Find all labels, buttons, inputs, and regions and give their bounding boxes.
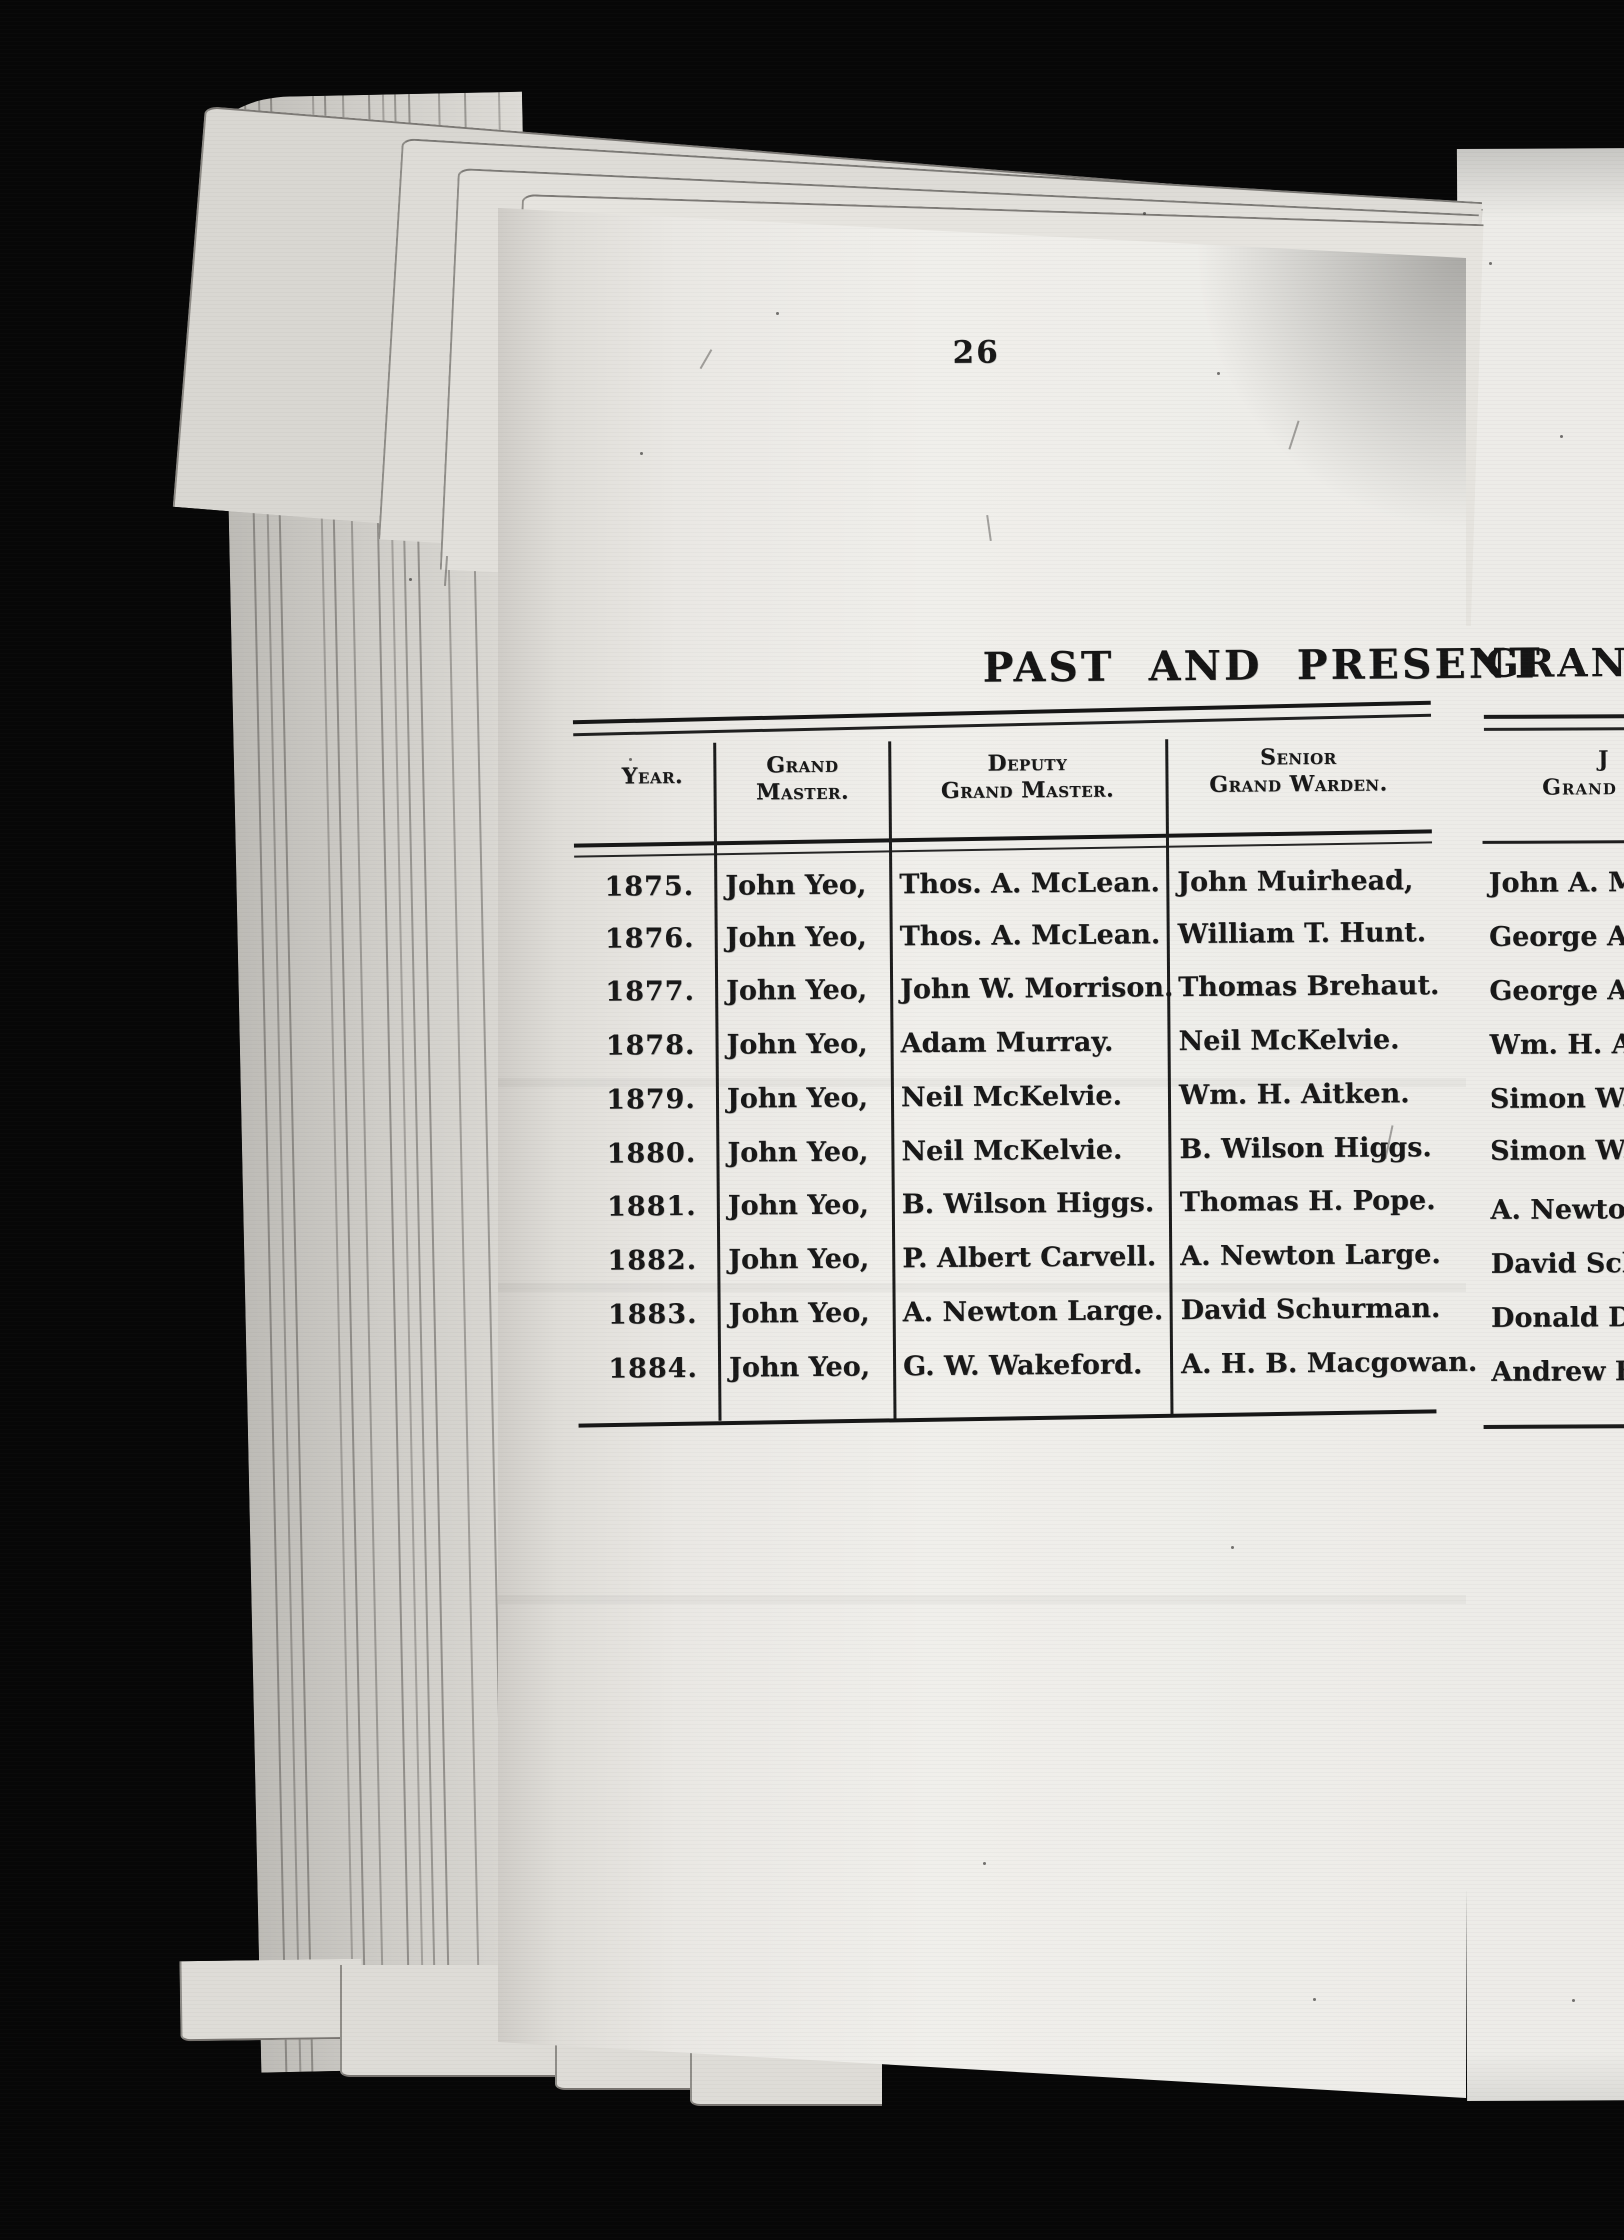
deputy-grand-master-cell: John W. Morrison. [900, 972, 1174, 1006]
senior-grand-warden-cell: John Muirhead, [1177, 865, 1414, 899]
table-row: 1875. John Yeo, Thos. A. McLean. John Mu… [0, 865, 1458, 916]
gutter-corner-shadow [1186, 210, 1466, 540]
senior-grand-warden-cell: Neil McKelvie. [1178, 1024, 1400, 1058]
grand-master-cell: John Yeo, [727, 1189, 869, 1222]
deputy-grand-master-cell: B. Wilson Higgs. [901, 1187, 1155, 1221]
column-header-year: Year. [621, 763, 684, 790]
year-cell: 1877. [605, 975, 696, 1008]
table-row: 1883. John Yeo, A. Newton Large. David S… [2, 1293, 1462, 1344]
scan-speck [1231, 1546, 1234, 1549]
scan-speck [983, 1862, 986, 1865]
deputy-grand-master-cell: Adam Murray. [900, 1026, 1114, 1060]
grand-master-cell: John Yeo, [726, 1028, 868, 1061]
year-cell: 1881. [606, 1190, 697, 1223]
column-header-deputy-grand-master: Deputy Grand Master. [940, 749, 1115, 804]
deputy-grand-master-cell: P. Albert Carvell. [902, 1241, 1157, 1275]
scan-speck [1143, 212, 1146, 215]
grand-master-cell: John Yeo, [728, 1351, 871, 1384]
year-cell: 1884. [608, 1352, 698, 1385]
grand-master-cell: John Yeo, [726, 974, 868, 1007]
scan-speck [1560, 435, 1563, 438]
table-row: 1878. John Yeo, Adam Murray. Neil McKelv… [0, 1024, 1460, 1075]
senior-grand-warden-cell: David Schurman. [1180, 1293, 1441, 1327]
senior-grand-warden-cell: A. Newton Large. [1180, 1239, 1441, 1273]
grand-master-cell: John Yeo, [728, 1297, 870, 1330]
table-row: 1877. John Yeo, John W. Morrison. Thomas… [0, 970, 1459, 1021]
year-cell: 1880. [606, 1137, 697, 1170]
senior-grand-warden-cell: William T. Hunt. [1177, 917, 1427, 951]
scan-speck [1313, 1998, 1316, 2001]
grand-master-cell: John Yeo, [726, 1082, 869, 1115]
deputy-grand-master-cell: A. Newton Large. [902, 1295, 1164, 1329]
column-header-grand-master: Grand Master. [755, 751, 850, 806]
grand-master-cell: John Yeo, [727, 1136, 869, 1169]
senior-grand-warden-cell: Wm. H. Aitken. [1178, 1078, 1410, 1112]
title-double-rule [572, 700, 1432, 740]
scan-speck [1503, 1212, 1506, 1215]
senior-grand-warden-cell: Thomas Brehaut. [1178, 970, 1440, 1004]
scan-speck [1489, 262, 1492, 265]
page-number: 26 [952, 334, 1000, 371]
senior-grand-warden-cell: B. Wilson Higgs. [1179, 1132, 1432, 1166]
scan-speck [776, 312, 779, 315]
deputy-grand-master-cell: Neil McKelvie. [900, 1080, 1123, 1114]
left-page [498, 208, 1466, 2098]
year-cell: 1878. [605, 1029, 696, 1062]
page-title: PAST AND PRESENT [982, 639, 1543, 692]
year-cell: 1883. [607, 1298, 698, 1331]
scan-speck [409, 578, 412, 581]
year-cell: 1875. [604, 870, 695, 903]
scan-speck [640, 452, 643, 455]
table-row: 1882. John Yeo, P. Albert Carvell. A. Ne… [1, 1239, 1461, 1290]
grand-master-cell: John Yeo, [725, 921, 867, 954]
year-cell: 1876. [604, 922, 695, 955]
grand-master-cell: John Yeo, [725, 869, 867, 902]
scan-speck [629, 758, 632, 761]
table-row: 1881. John Yeo, B. Wilson Higgs. Thomas … [1, 1185, 1461, 1236]
grand-master-cell: John Yeo, [728, 1243, 870, 1276]
scan-speck [1572, 1999, 1575, 2002]
deputy-grand-master-cell: G. W. Wakeford. [902, 1349, 1143, 1383]
table-row: 1880. John Yeo, Neil McKelvie. B. Wilson… [0, 1132, 1460, 1183]
year-cell: 1882. [607, 1244, 698, 1277]
table-bottom-rule [578, 1409, 1437, 1428]
table-row: 1879. John Yeo, Neil McKelvie. Wm. H. Ai… [0, 1078, 1460, 1129]
year-cell: 1879. [606, 1083, 696, 1116]
deputy-grand-master-cell: Thos. A. McLean. [899, 919, 1161, 953]
table-row: 1884. John Yeo, G. W. Wakeford. A. H. B.… [2, 1347, 1477, 1398]
table-row: 1876. John Yeo, Thos. A. McLean. William… [0, 917, 1459, 968]
deputy-grand-master-cell: Neil McKelvie. [901, 1134, 1123, 1168]
column-header-senior-grand-warden: Senior Grand Warden. [1209, 743, 1388, 798]
header-double-rule [573, 829, 1433, 859]
scan-speck [1217, 372, 1220, 375]
senior-grand-warden-cell: A. H. B. Macgowan. [1180, 1346, 1478, 1381]
deputy-grand-master-cell: Thos. A. McLean. [899, 867, 1160, 901]
senior-grand-warden-cell: Thomas H. Pope. [1179, 1185, 1436, 1219]
